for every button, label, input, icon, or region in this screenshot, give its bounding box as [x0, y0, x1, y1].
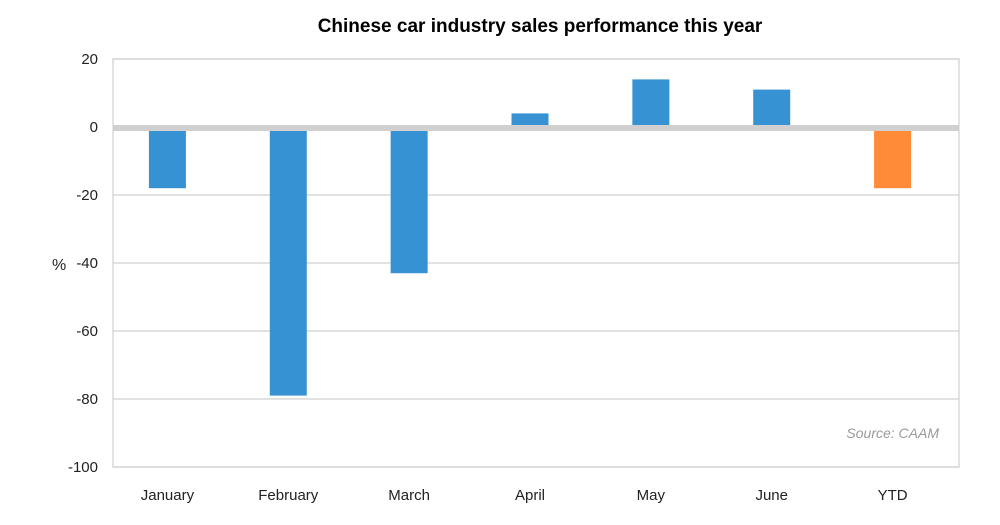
bar-june [753, 89, 791, 125]
bar-january [148, 131, 186, 189]
x-tick-label: May [637, 487, 666, 504]
source-annotation: Source: CAAM [846, 425, 939, 441]
y-tick-label: -60 [76, 323, 98, 340]
x-tick-label: June [755, 487, 788, 504]
y-tick-label: -80 [76, 391, 98, 408]
gridlines [113, 58, 959, 468]
x-axis-ticks: January February March April May June YTD [141, 487, 908, 504]
x-tick-label: March [388, 487, 430, 504]
x-tick-label: April [515, 487, 545, 504]
y-tick-label: 0 [90, 119, 98, 136]
bar-february [269, 131, 307, 396]
bar-ytd [874, 131, 912, 189]
y-tick-label: -100 [68, 459, 98, 476]
y-axis-label: % [52, 257, 66, 274]
y-tick-label: 20 [81, 51, 98, 68]
x-tick-label: February [258, 487, 319, 504]
bar-march [390, 131, 428, 274]
y-tick-label: -20 [76, 187, 98, 204]
bars [148, 79, 912, 396]
chart-title: Chinese car industry sales performance t… [317, 16, 763, 37]
y-axis-ticks: 20 0 -20 -40 -60 -80 -100 [68, 51, 98, 476]
y-tick-label: -40 [76, 255, 98, 272]
bar-may [632, 79, 670, 125]
bar-april [511, 113, 549, 125]
x-tick-label: YTD [878, 487, 908, 504]
x-tick-label: January [141, 487, 195, 504]
